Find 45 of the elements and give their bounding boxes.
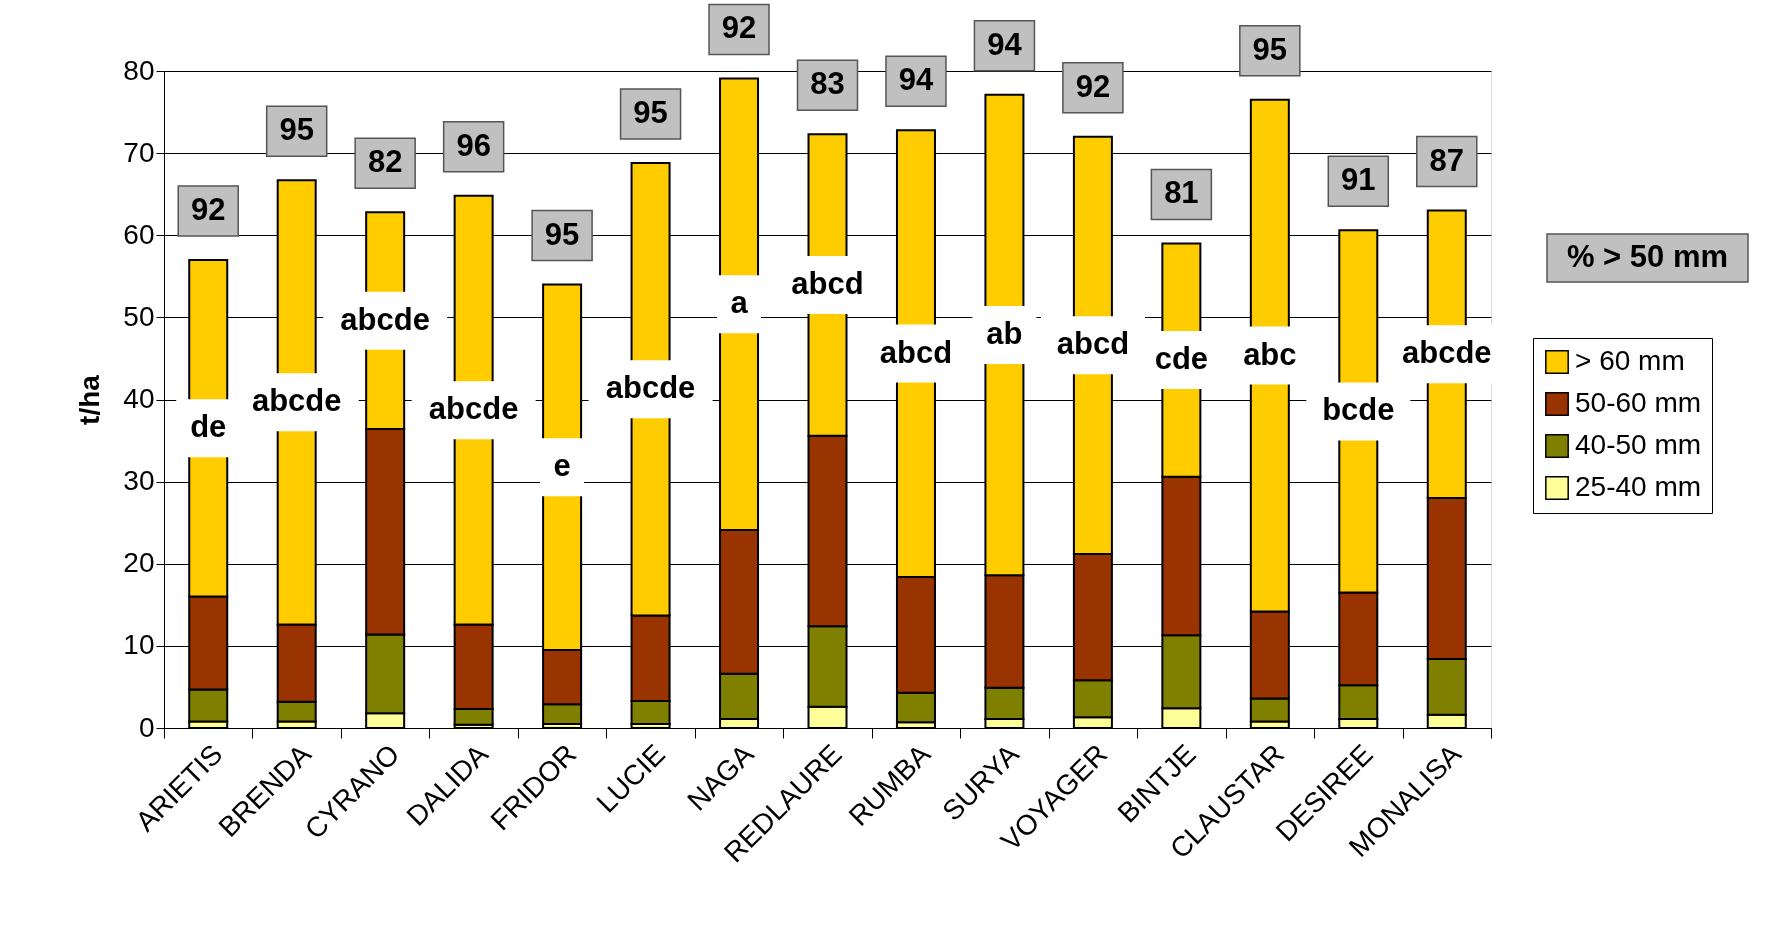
- annotation: 91: [1341, 162, 1376, 198]
- y-tick-label: 20: [123, 547, 155, 579]
- annotation: 96: [456, 127, 491, 163]
- annotation: 94: [987, 26, 1023, 62]
- data-label: abcde: [428, 391, 519, 427]
- legend-label: 40-50 mm: [1575, 429, 1702, 460]
- text: % > 50 mm: [1566, 239, 1729, 274]
- annotation: 95: [544, 216, 580, 252]
- annotation: 95: [633, 94, 668, 130]
- data-label: abcd: [879, 334, 953, 370]
- annotation: 92: [1075, 68, 1111, 104]
- data-label: abcd: [791, 265, 864, 301]
- data-label: abcde: [340, 301, 430, 337]
- data-label: abcde: [1401, 335, 1492, 371]
- annotation: 94: [898, 62, 934, 98]
- data-label: a: [730, 285, 749, 321]
- legend-label: 25-40 mm: [1575, 471, 1702, 502]
- y-tick-label: 60: [123, 218, 155, 250]
- annotation: 87: [1429, 142, 1465, 178]
- annotation: 95: [1252, 31, 1288, 67]
- y-tick-label: 40: [123, 383, 155, 414]
- data-label: abcd: [1056, 326, 1130, 362]
- annotation: 81: [1164, 175, 1199, 211]
- data-label: abc: [1243, 336, 1297, 372]
- y-axis-title: t/ha: [74, 374, 106, 425]
- data-label: ab: [986, 316, 1023, 352]
- y-tick-label: 70: [123, 136, 155, 168]
- data-label: e: [553, 448, 571, 484]
- legend-label: 50-60 mm: [1575, 387, 1702, 418]
- y-tick-label: 30: [123, 465, 155, 497]
- data-label: bcde: [1322, 392, 1395, 428]
- annotation: 82: [367, 144, 403, 180]
- y-tick-label: 50: [123, 300, 155, 332]
- annotation: 92: [190, 191, 226, 227]
- y-tick-label: 10: [123, 629, 155, 661]
- annotation: 95: [279, 112, 314, 148]
- legend-label: > 60 mm: [1575, 345, 1685, 376]
- y-tick-label: 80: [123, 54, 155, 86]
- y-tick-label: 0: [138, 711, 155, 743]
- annotation: 92: [721, 10, 757, 46]
- annotation: 83: [810, 66, 845, 102]
- data-label: de: [190, 409, 227, 445]
- data-label: abcde: [605, 370, 696, 406]
- data-label: cde: [1154, 341, 1209, 377]
- data-label: abcde: [251, 383, 342, 419]
